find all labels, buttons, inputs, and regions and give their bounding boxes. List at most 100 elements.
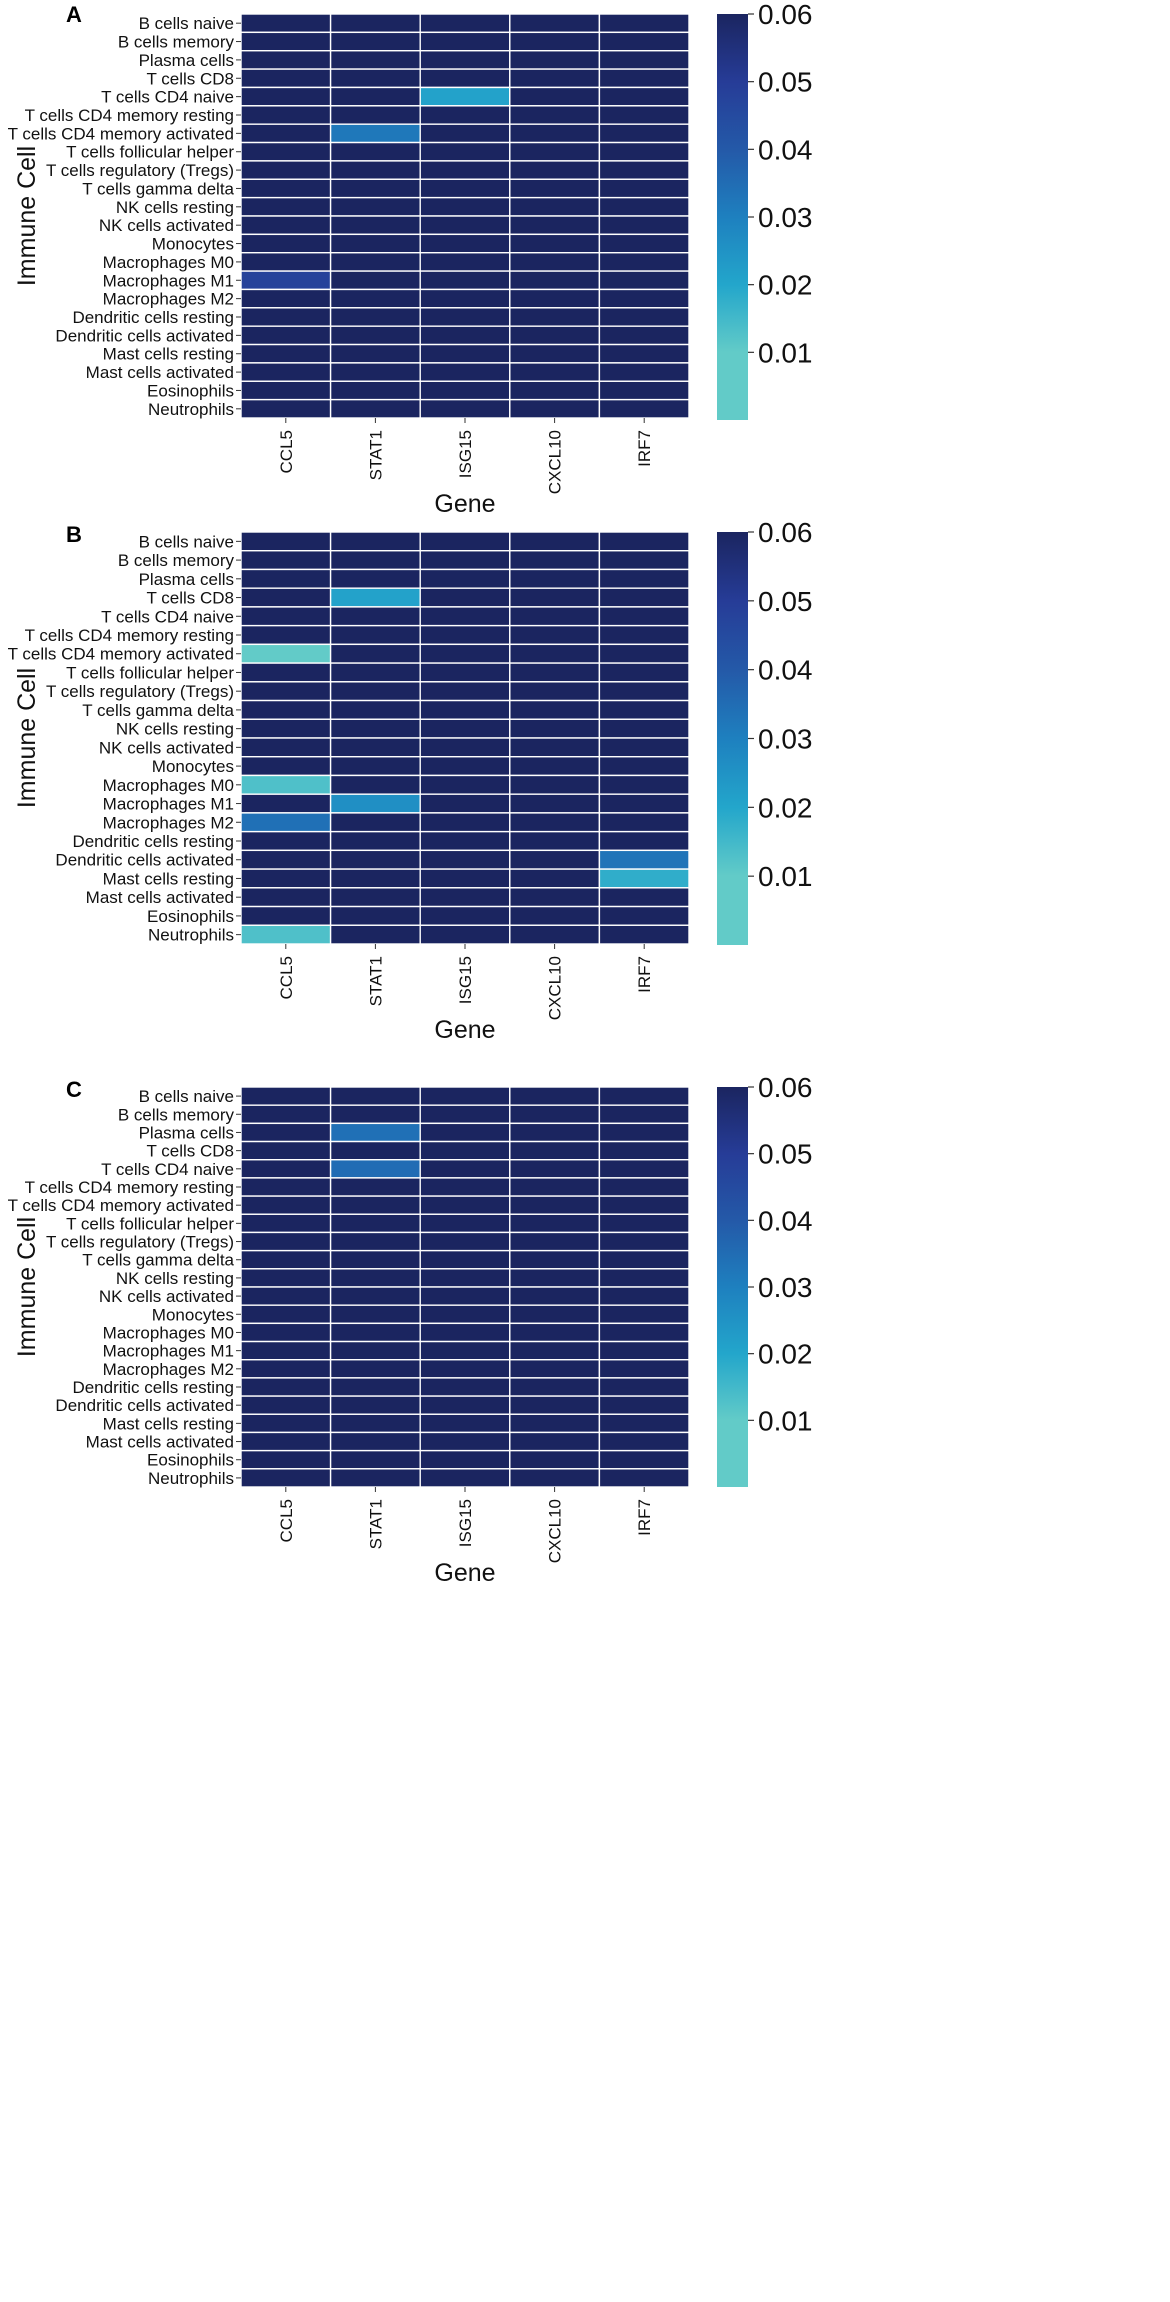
heatmap-cell	[419, 756, 511, 777]
row-label: T cells regulatory (Tregs)	[46, 1233, 234, 1252]
heatmap-cell	[598, 606, 690, 627]
heatmap-cell	[419, 288, 511, 309]
heatmap-cell	[419, 905, 511, 926]
heatmap-cell	[329, 288, 421, 309]
heatmap-cell	[419, 1449, 511, 1470]
heatmap-cell	[598, 774, 690, 795]
row-label: Plasma cells	[139, 51, 234, 70]
heatmap-cell	[329, 215, 421, 236]
heatmap-cell	[509, 1431, 601, 1452]
heatmap-cell	[240, 215, 332, 236]
heatmap-cell	[509, 270, 601, 291]
row-label: Mast cells activated	[86, 363, 234, 382]
heatmap-cell	[329, 1213, 421, 1234]
heatmap-cell	[509, 13, 601, 34]
heatmap-cell	[240, 1140, 332, 1161]
heatmap-cell	[240, 1413, 332, 1434]
heatmap-cell	[329, 887, 421, 908]
heatmap-cell	[598, 196, 690, 217]
heatmap-cell	[240, 812, 332, 833]
row-label: T cells CD4 memory activated	[8, 124, 234, 143]
heatmap-cell	[329, 531, 421, 552]
heatmap-cell	[329, 662, 421, 683]
column-label: STAT1	[366, 956, 385, 1006]
colorbar-tick-label: 0.04	[758, 1205, 813, 1236]
heatmap-cell	[329, 325, 421, 346]
heatmap-cell	[598, 343, 690, 364]
heatmap-cell	[598, 1431, 690, 1452]
heatmap-cell	[509, 568, 601, 589]
row-label: Macrophages M1	[103, 1342, 234, 1361]
heatmap-cell	[598, 1449, 690, 1470]
heatmap-cell	[240, 1268, 332, 1288]
colorbar-tick-label: 0.04	[758, 655, 813, 686]
heatmap-cell	[598, 1177, 690, 1197]
row-label: Dendritic cells resting	[72, 832, 234, 851]
heatmap-cell	[240, 160, 332, 180]
heatmap-cell	[419, 1322, 511, 1343]
heatmap-cell	[419, 774, 511, 795]
column-label: CXCL10	[546, 1499, 565, 1563]
heatmap-cell	[240, 288, 332, 309]
heatmap-cell	[329, 868, 421, 889]
heatmap-cell	[240, 643, 332, 664]
heatmap-cell	[598, 699, 690, 720]
row-label: T cells gamma delta	[82, 1251, 234, 1270]
heatmap-cell	[598, 568, 690, 589]
heatmap-cell	[509, 1177, 601, 1197]
heatmap-cell	[329, 343, 421, 364]
heatmap-cell	[419, 1431, 511, 1452]
heatmap-cell	[240, 1377, 332, 1397]
heatmap-cell	[329, 1377, 421, 1397]
heatmap-cell	[329, 270, 421, 291]
panel-label: B	[66, 522, 82, 547]
heatmap-cell	[598, 1340, 690, 1361]
row-label: Monocytes	[152, 757, 234, 776]
row-label: B cells memory	[118, 551, 235, 570]
heatmap-cell	[598, 849, 690, 870]
heatmap-cell	[598, 718, 690, 739]
heatmap-cell	[240, 50, 332, 70]
heatmap-cell	[240, 86, 332, 107]
heatmap-cell	[419, 1213, 511, 1234]
heatmap-cell	[598, 681, 690, 702]
heatmap-cell	[598, 1231, 690, 1252]
row-label: B cells naive	[139, 14, 234, 33]
heatmap-cell	[419, 550, 511, 571]
heatmap-cell	[329, 233, 421, 254]
heatmap-cell	[509, 587, 601, 608]
heatmap-cell	[509, 1377, 601, 1397]
heatmap-cell	[329, 1140, 421, 1161]
heatmap-cell	[598, 1122, 690, 1143]
heatmap-cell	[509, 233, 601, 254]
row-label: T cells gamma delta	[82, 179, 234, 198]
heatmap-cell	[509, 215, 601, 236]
heatmap-cell	[329, 905, 421, 926]
row-label: NK cells activated	[99, 216, 234, 235]
heatmap-cell	[240, 1249, 332, 1270]
heatmap-cell	[598, 1159, 690, 1179]
heatmap-cell	[509, 793, 601, 814]
heatmap-cell	[598, 624, 690, 646]
heatmap-cell	[240, 141, 332, 162]
heatmap-cell	[598, 1395, 690, 1415]
x-axis-title: Gene	[434, 490, 495, 518]
row-label: T cells follicular helper	[66, 143, 234, 162]
heatmap-cell	[419, 587, 511, 608]
heatmap-cell	[509, 550, 601, 571]
heatmap-cell	[329, 141, 421, 162]
heatmap-cell	[329, 1468, 421, 1488]
heatmap-cell	[240, 849, 332, 870]
heatmap-cell	[509, 812, 601, 833]
heatmap-cell	[329, 1359, 421, 1379]
heatmap-cell	[598, 1304, 690, 1325]
heatmap-cell	[240, 531, 332, 552]
heatmap-cell	[598, 362, 690, 382]
heatmap-cell	[509, 1159, 601, 1179]
colorbar-tick-label: 0.04	[758, 134, 813, 165]
heatmap-cell	[240, 568, 332, 589]
heatmap-cell	[509, 196, 601, 217]
heatmap-cell	[240, 270, 332, 291]
column-label: IRF7	[635, 1499, 654, 1536]
heatmap-cell	[329, 86, 421, 107]
